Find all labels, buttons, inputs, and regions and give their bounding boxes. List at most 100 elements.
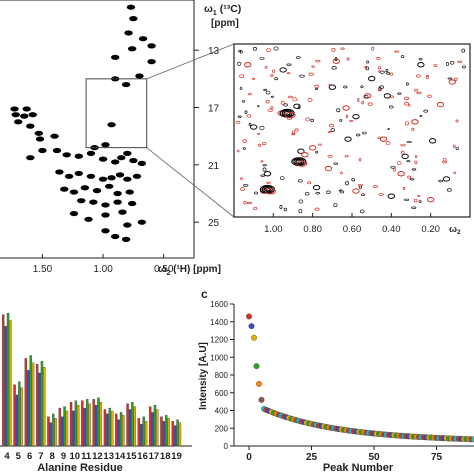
zoom-minor-contour <box>361 193 365 197</box>
alanine-bar <box>156 409 159 447</box>
spectrum-peak <box>22 106 31 112</box>
zoom-x-tick-label: 0.20 <box>421 224 440 235</box>
alanine-bar <box>35 364 39 447</box>
spectrum-peak <box>35 136 45 142</box>
alanine-bar <box>160 416 163 447</box>
zoom-minor-contour <box>405 82 409 86</box>
alanine-bar <box>142 416 145 447</box>
zoom-minor-contour <box>344 155 349 158</box>
zoom-peak <box>332 58 340 64</box>
zoom-x-tick-label: 1.00 <box>264 224 283 235</box>
zoom-peak <box>442 176 451 182</box>
spectrum-peak <box>113 190 122 197</box>
spectrum-peaks <box>10 4 156 242</box>
spectrum-peak <box>28 112 37 118</box>
spectrum-peak <box>129 16 138 22</box>
spectrum-peak <box>147 59 156 65</box>
zoom-peak <box>279 67 287 73</box>
zoom-minor-contour <box>349 120 354 123</box>
zoom-connector-top <box>146 43 235 80</box>
zoom-minor-contour <box>446 188 452 192</box>
zoom-minor-contour <box>262 167 267 172</box>
zoom-minor-contour <box>298 199 303 204</box>
zoom-minor-contour <box>461 48 466 53</box>
zoom-minor-contour <box>331 48 336 52</box>
intensity-y-tick-label: 1600 <box>210 300 228 309</box>
zoom-minor-contour <box>305 117 310 122</box>
zoom-minor-contour <box>315 192 321 195</box>
zoom-minor-contour <box>400 55 405 58</box>
spectrum-peak <box>26 123 35 129</box>
zoom-minor-contour <box>385 68 389 72</box>
zoom-minor-contour <box>414 88 419 92</box>
alanine-bar <box>106 413 109 447</box>
spectrum-peak <box>80 185 90 191</box>
spectrum-peak <box>101 202 110 208</box>
spectrum-peak <box>135 73 144 79</box>
alanine-bar <box>72 410 75 447</box>
zoom-minor-contour <box>271 69 276 73</box>
zoom-minor-contour <box>397 92 402 95</box>
spectrum-peak <box>121 81 131 88</box>
spectrum-y-tick-label: 25 <box>208 218 220 229</box>
alanine-x-tick-label: 10 <box>70 451 81 462</box>
alanine-bar <box>29 355 32 447</box>
alanine-x-tick-label: 11 <box>81 451 92 462</box>
zoom-minor-contour <box>295 56 301 59</box>
zoom-minor-contour <box>338 189 343 192</box>
zoom-minor-contour <box>242 139 247 143</box>
spectrum-peak <box>98 176 108 182</box>
zoom-minor-contour <box>257 105 260 108</box>
spectrum-peak <box>60 186 69 192</box>
alanine-bar <box>128 409 132 447</box>
intensity-point <box>251 334 257 341</box>
zoom-minor-contour <box>400 150 405 155</box>
zoom-minor-contour <box>318 143 322 146</box>
zoom-minor-contour <box>251 77 256 80</box>
alanine-bar <box>58 407 61 447</box>
zoom-minor-contour <box>414 154 418 158</box>
panel-label-c: c <box>201 287 208 301</box>
zoom-minor-contour <box>407 175 412 179</box>
zoom-minor-contour <box>414 160 418 165</box>
zoom-x-ticks: 1.00 0.80 0.60 0.40 0.20 <box>264 213 440 235</box>
zoom-minor-contour <box>438 179 444 183</box>
zoom-minor-contour <box>366 60 370 64</box>
alanine-bar <box>65 410 69 447</box>
zoom-minor-contour <box>462 65 466 69</box>
alanine-bar <box>97 397 100 447</box>
spectrum-peak <box>52 147 62 154</box>
zoom-minor-contour <box>260 174 266 177</box>
zoom-minor-contour <box>242 184 249 187</box>
zoom-minor-contour <box>334 57 338 62</box>
alanine-bar <box>99 402 103 447</box>
zoom-minor-contour <box>259 125 265 130</box>
zoom-panel: 1.00 0.80 0.60 0.40 0.20 ω2 <box>233 43 471 236</box>
zoom-minor-contour <box>308 72 314 76</box>
zoom-minor-contour <box>246 201 253 205</box>
zoom-peak <box>387 193 396 199</box>
intensity-y-tick-label: 1000 <box>210 353 228 362</box>
zoom-minor-contour <box>333 162 339 165</box>
spectrum-y-axis-unit: [ppm] <box>211 18 239 29</box>
spectrum-peak <box>62 152 71 158</box>
spectrum-peak <box>117 155 126 161</box>
intensity-x-tick-label: 25 <box>306 452 318 463</box>
zoom-minor-contour <box>266 48 271 53</box>
spectrum-x-ticks: 1.50 1.00 0.50 <box>33 254 174 275</box>
alanine-bar <box>153 404 157 447</box>
spectrum-peak <box>123 222 132 228</box>
zoom-minor-contour <box>376 57 381 60</box>
intensity-point <box>471 436 474 443</box>
zoom-minor-contour <box>270 74 274 78</box>
zoom-minor-contour <box>413 198 418 203</box>
spectrum-peak <box>115 172 125 178</box>
zoom-peak <box>342 105 350 111</box>
zoom-peak <box>301 152 309 158</box>
spectrum-peak <box>26 155 35 161</box>
intensity-y-tick-label: 1200 <box>210 336 228 345</box>
zoom-minor-contour <box>336 108 341 113</box>
zoom-peak <box>352 113 360 120</box>
alanine-bar <box>165 415 168 447</box>
